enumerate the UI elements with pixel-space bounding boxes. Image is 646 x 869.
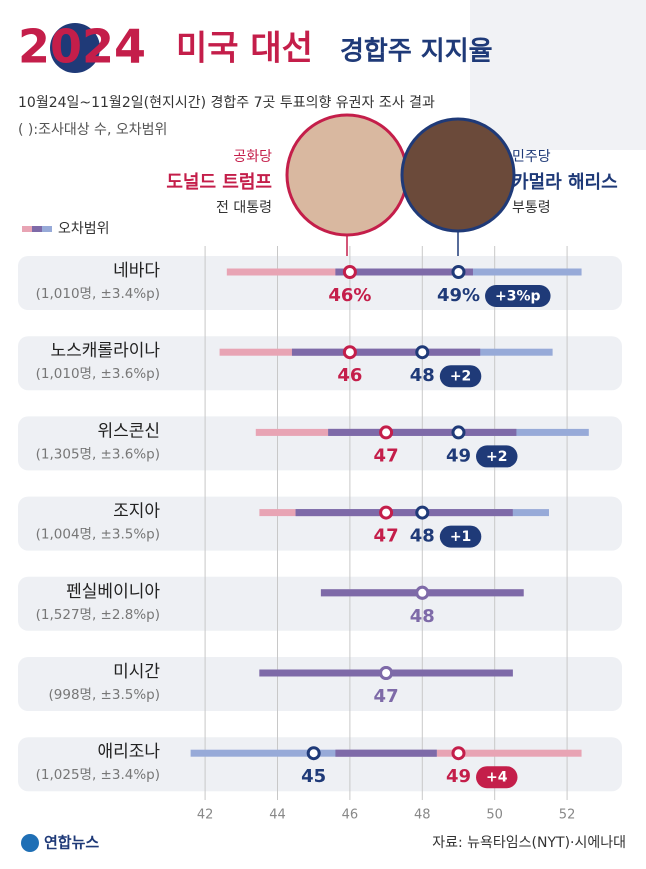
value-label: 47 [374,445,399,466]
party: 공화당 [233,149,272,165]
row-name: 네바다 [113,261,160,281]
point [415,585,430,600]
point [379,425,394,440]
error-overlap [291,348,481,356]
value-label: 49% [437,285,480,306]
row-note: (1,025명, ±3.4%p) [36,767,160,783]
party: 민주당 [512,149,551,165]
subtitle: 10월24일~11월2일(현지시간) 경합주 7곳 투표의향 유권자 조사 결과 [18,95,435,111]
point [342,265,357,279]
note: ( ):조사대상 수, 오차범위 [18,122,167,138]
point [342,345,357,360]
point [451,425,466,440]
legend-swatch [22,226,32,232]
point [451,746,466,761]
lead-badge [439,365,482,388]
value-label: 49 [446,445,471,466]
point [379,666,394,680]
x-tick-label: 46 [342,808,359,823]
value-label: 48 [410,606,435,627]
row-note: (1,527명, ±2.8%p) [36,607,160,623]
row-note: (1,010명, ±3.6%p) [36,366,160,382]
x-tick-label: 50 [486,808,503,823]
lead-badge [476,445,518,468]
x-tick-label: 42 [197,808,214,823]
candidate-name: 카멀라 해리스 [512,172,618,193]
point [415,345,430,360]
point [306,746,321,761]
row-name: 조지아 [113,502,160,522]
lead-badge [476,766,518,789]
x-tick-label: 44 [269,808,286,823]
row-name: 미시간 [113,662,160,682]
value-label: 47 [374,686,399,707]
harris-photo [400,117,516,233]
candidate-name: 도널드 트럼프 [166,172,272,193]
row-name: 위스콘신 [97,421,160,441]
row-note: (1,004명, ±3.5%p) [36,527,160,543]
row-note: (1,305명, ±3.6%p) [36,446,160,462]
value-label: 47 [374,526,399,547]
flag-badge [50,23,100,73]
point [415,505,430,520]
value-label: 46 [337,365,362,386]
row-note: (998명, ±3.5%p) [49,687,160,703]
flag-backdrop [470,0,646,150]
role: 부통령 [512,200,551,216]
source: 자료: 뉴욕타임스(NYT)·시에나대 [432,835,626,851]
value-label: 46% [328,285,371,306]
value-label: 48 [410,526,435,547]
row-note: (1,010명, ±3.4%p) [36,286,160,302]
error-overlap [295,509,513,517]
legend-label: 오차범위 [58,221,110,237]
point [379,505,394,520]
row-name: 노스캐롤라이나 [51,341,161,361]
legend-swatch [32,226,42,232]
error-overlap [335,749,437,757]
value-label: 49 [446,766,471,787]
title-sub: 경합주 지지율 [340,37,493,67]
lead-badge [439,525,482,548]
error-overlap [328,428,517,436]
trump-photo [285,113,409,237]
role: 전 대통령 [216,200,272,216]
value-label: 45 [301,766,326,787]
legend-swatch [42,226,52,232]
lead-badge [485,285,551,307]
point [451,265,466,279]
logo-icon [21,834,39,852]
lead-label: +3%p [495,289,541,305]
row-name: 펜실베이니아 [66,582,160,602]
title: 미국 대선 [176,29,313,69]
value-label: 48 [410,365,435,386]
error-overlap [335,268,473,276]
x-tick-label: 52 [559,808,576,823]
title-year: 2024 [18,20,146,74]
lead-label: +2 [450,369,471,385]
logo: 연합뉴스 [44,834,99,852]
lead-label: +1 [450,529,471,545]
row-name: 애리조나 [97,742,160,762]
lead-label: +2 [486,449,507,465]
x-tick-label: 48 [414,808,431,823]
lead-label: +4 [486,770,508,786]
